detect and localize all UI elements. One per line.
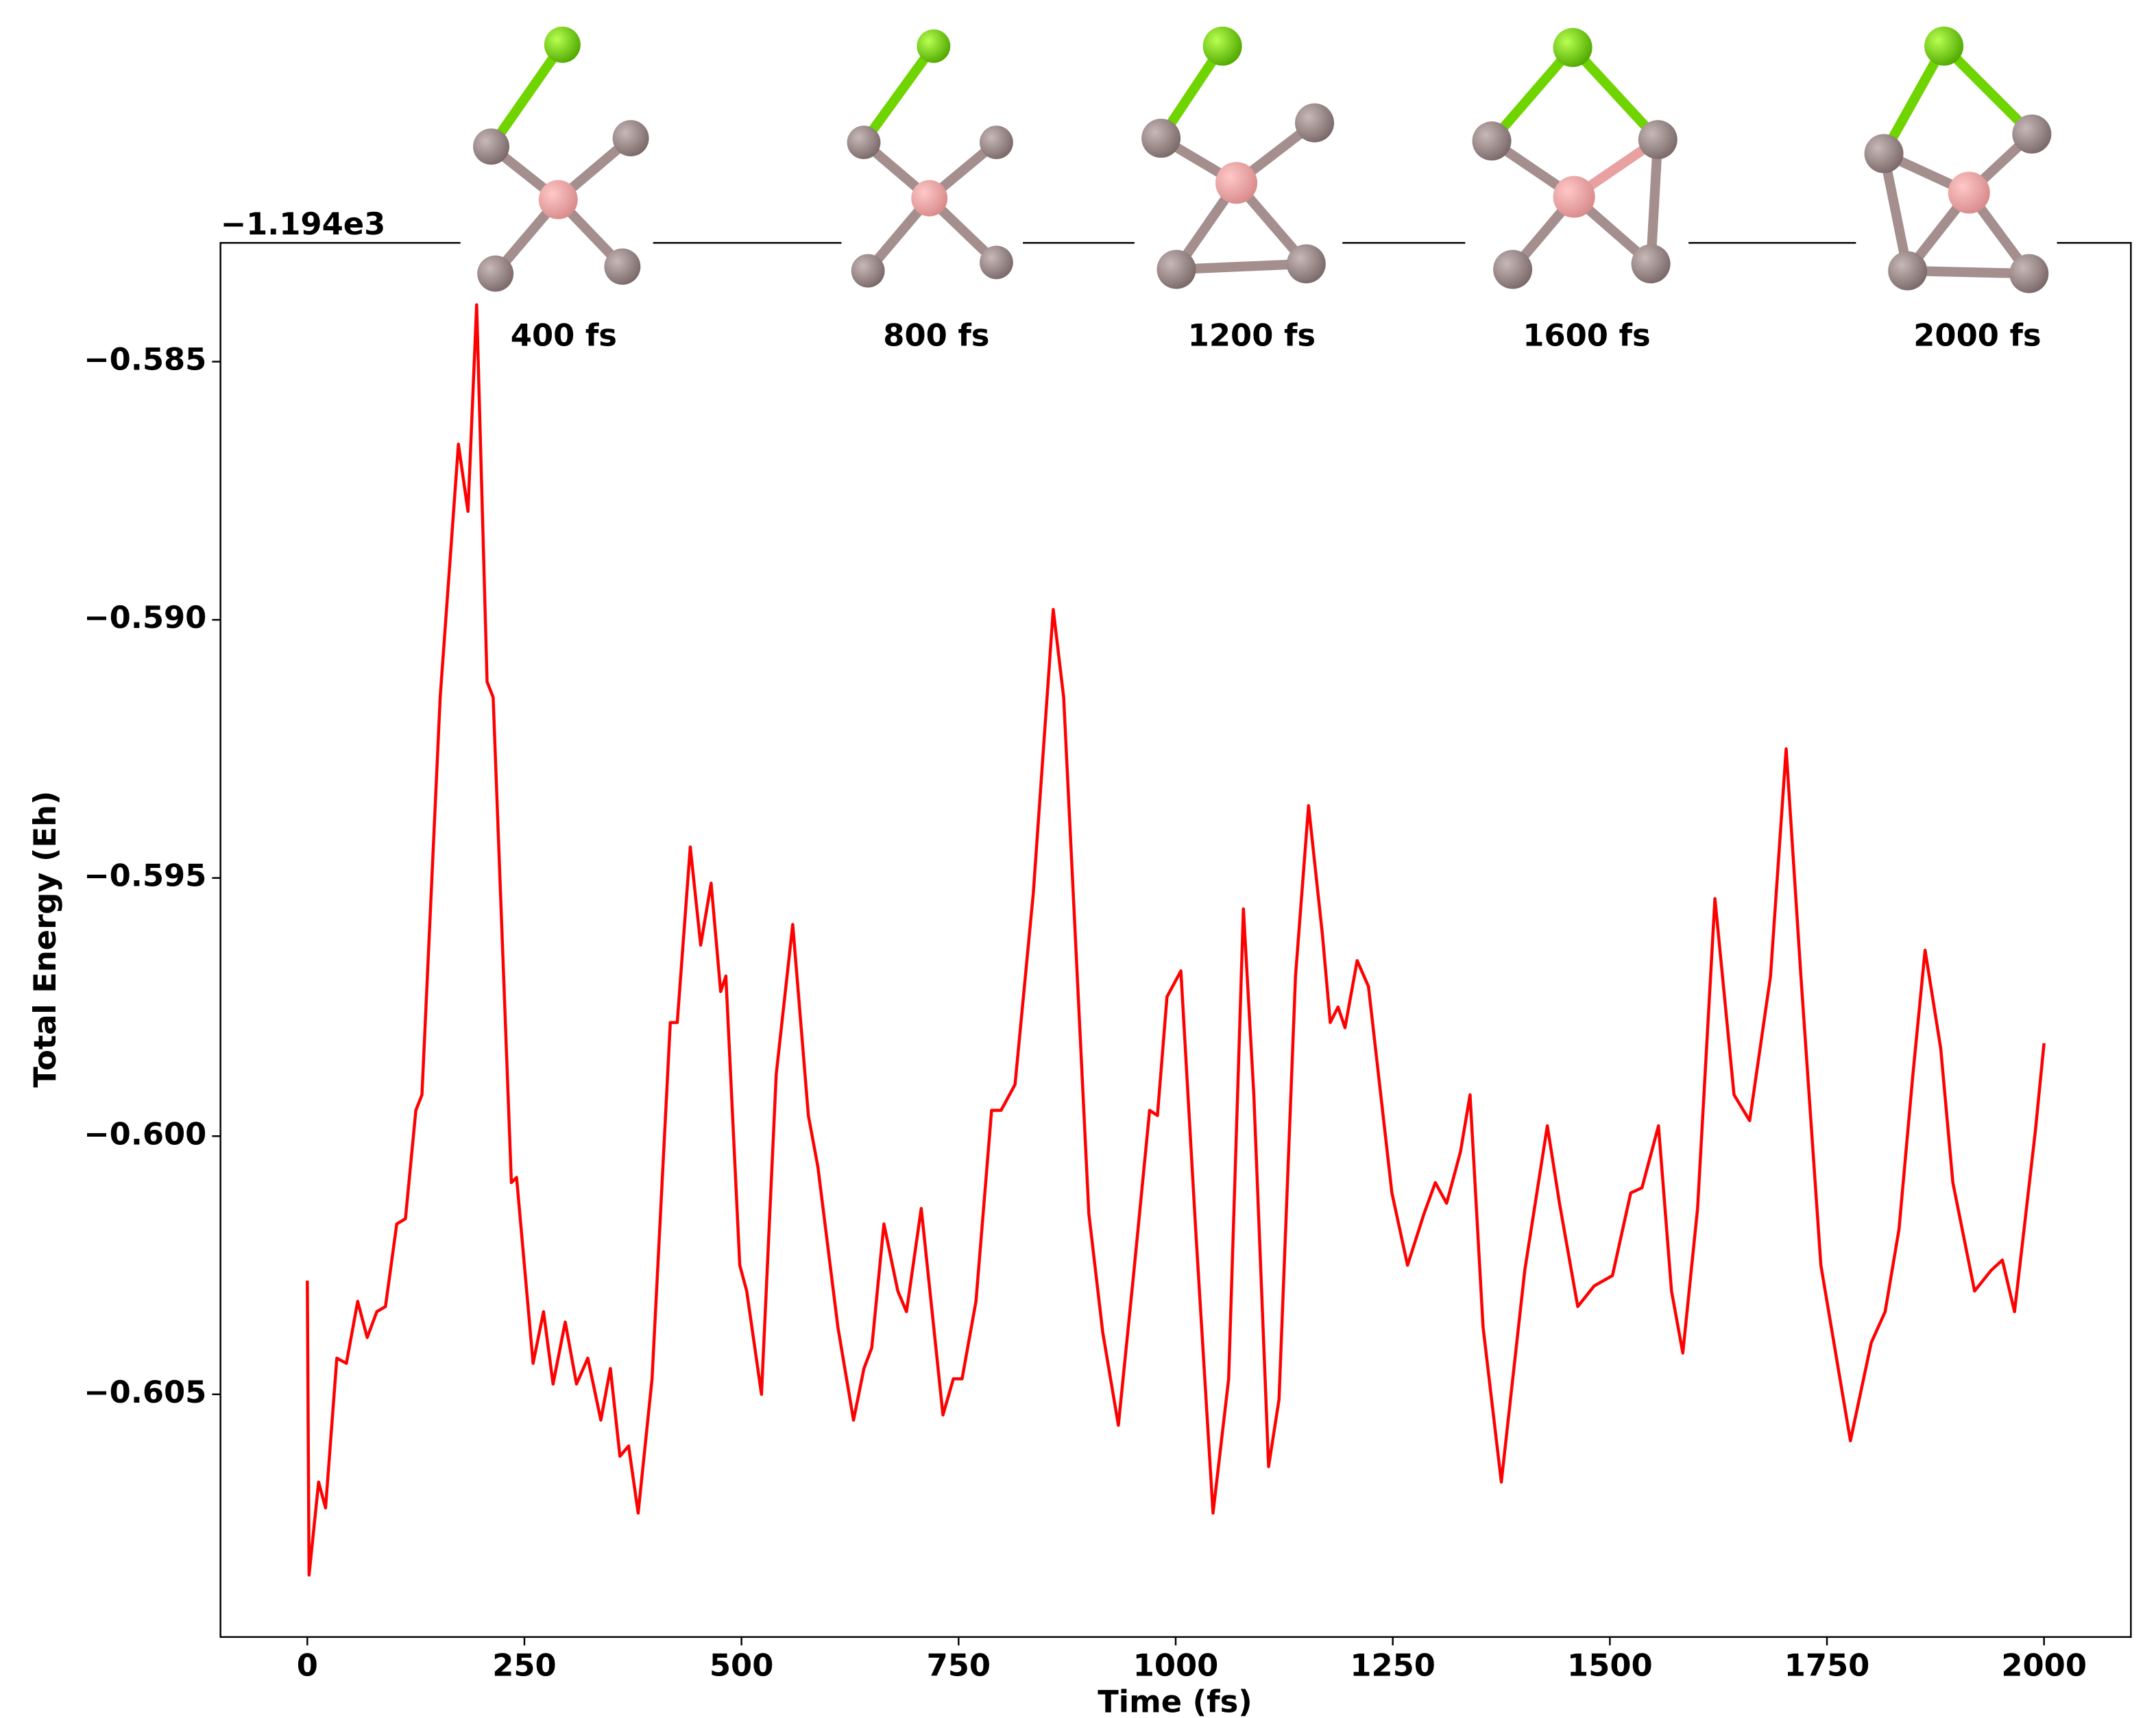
atom [1888, 251, 1928, 291]
atom [911, 180, 948, 217]
molecule [1141, 26, 1335, 289]
bond [1567, 43, 1663, 145]
atom [473, 128, 509, 165]
x-axis-label: Time (fs) [1098, 1684, 1252, 1718]
atom [1553, 176, 1595, 218]
atom [1202, 26, 1242, 66]
snapshot-label: 1200 fs [1188, 317, 1316, 354]
x-tick-label: 2000 [2001, 1647, 2087, 1684]
x-tick-label: 250 [492, 1647, 556, 1684]
molecule [847, 29, 1013, 288]
atom [1864, 134, 1904, 173]
atom [1472, 121, 1512, 161]
atom [1141, 119, 1181, 158]
y-tick-label: −0.590 [84, 599, 206, 636]
atom [544, 26, 581, 63]
atom [979, 125, 1013, 160]
atom [917, 29, 951, 63]
y-offset-label: −1.194e3 [221, 206, 386, 242]
atom [1631, 244, 1671, 284]
y-tick-label: −0.605 [84, 1374, 206, 1410]
atom [1156, 250, 1196, 289]
snapshot-label: 2000 fs [1913, 317, 2041, 354]
y-tick-label: −0.595 [84, 858, 206, 894]
atom [1948, 171, 1990, 214]
molecule [473, 26, 649, 292]
atom [612, 120, 649, 157]
atom [979, 245, 1013, 280]
bond [1645, 134, 1663, 269]
atom [1286, 244, 1326, 284]
x-tick-label: 1500 [1567, 1647, 1653, 1684]
snapshot-label: 800 fs [883, 317, 989, 354]
plot-frame [219, 242, 2132, 1638]
x-tick-label: 0 [297, 1647, 318, 1684]
bond [1171, 258, 1311, 275]
bond [1902, 265, 2034, 279]
atom [604, 248, 641, 285]
bond [1878, 41, 1949, 159]
bond [858, 41, 938, 147]
atom [851, 254, 885, 288]
gap [1856, 230, 2057, 256]
x-tick-label: 500 [710, 1647, 773, 1684]
atom [2009, 254, 2049, 293]
molecule [1864, 26, 2052, 293]
atom [477, 255, 514, 292]
atom [538, 180, 578, 219]
x-tick-label: 1000 [1133, 1647, 1219, 1684]
x-tick-label: 1750 [1784, 1647, 1870, 1684]
snapshot-label: 1600 fs [1523, 317, 1650, 354]
x-tick-label: 750 [927, 1647, 991, 1684]
atom [847, 125, 881, 160]
atom [1553, 27, 1592, 67]
y-tick-label: −0.600 [84, 1115, 206, 1152]
atom [1493, 250, 1533, 289]
plot-area [306, 303, 2046, 1577]
atom [1924, 26, 1964, 66]
y-axis-label: Total Energy (Eh) [27, 791, 63, 1088]
data-line [306, 303, 2046, 1577]
atom [2012, 114, 2052, 154]
molecule [1472, 27, 1677, 289]
snapshot-label: 400 fs [511, 317, 617, 354]
y-tick-label: −0.585 [84, 341, 206, 378]
bond [486, 40, 568, 152]
bond [1486, 43, 1578, 146]
bond [1878, 148, 1913, 276]
bond [1939, 41, 2037, 139]
atom [1215, 162, 1258, 204]
x-tick-label: 1250 [1350, 1647, 1436, 1684]
atom [1638, 120, 1677, 160]
atom [1295, 103, 1335, 143]
